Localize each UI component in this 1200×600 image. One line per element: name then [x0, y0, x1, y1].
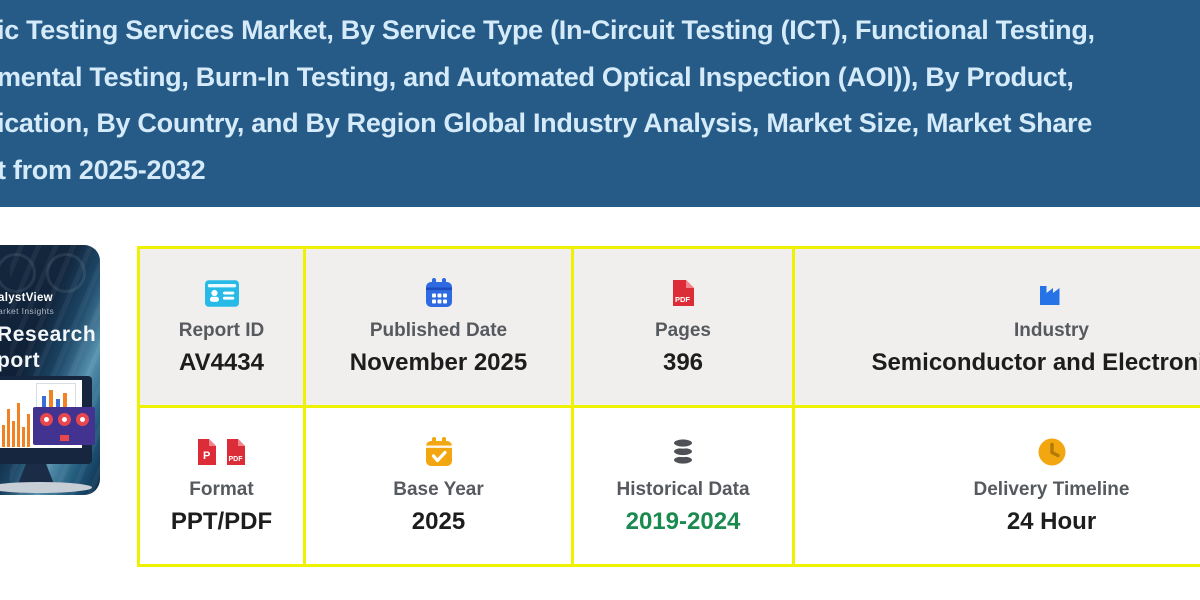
globe-outline-icon: [46, 253, 86, 293]
ppt-file-icon: P: [198, 439, 216, 465]
cover-brand-name: alystView: [0, 292, 53, 304]
detail-value: PPT/PDF: [170, 508, 273, 535]
detail-label: Published Date: [369, 320, 508, 341]
report-title-line-2: mental Testing, Burn-In Testing, and Aut…: [0, 61, 1074, 92]
monitor-base: [0, 482, 92, 493]
detail-label: Delivery Timeline: [973, 479, 1130, 500]
detail-value: Semiconductor and Electronics: [871, 349, 1200, 376]
detail-label: Base Year: [393, 479, 484, 500]
detail-value: 396: [662, 349, 704, 376]
detail-cell-published-date: Published Date November 2025: [306, 249, 571, 405]
detail-label: Format: [189, 479, 254, 500]
detail-value: 2025: [411, 508, 466, 535]
donut-chart-icon: [75, 413, 89, 426]
detail-label: Industry: [1014, 320, 1089, 341]
detail-cell-pages: PDF Pages 396: [574, 249, 792, 405]
report-title-line-3: ication, By Country, and By Region Globa…: [0, 108, 1092, 138]
detail-cell-delivery-timeline: Delivery Timeline 24 Hour: [795, 408, 1200, 564]
cover-bar-chart: [0, 403, 32, 447]
cover-title-line-1: Research: [0, 323, 97, 346]
report-title-line-1: ic Testing Services Market, By Service T…: [0, 15, 1095, 45]
detail-value: 2019-2024: [625, 508, 741, 535]
detail-cell-historical-data: Historical Data 2019-2024: [574, 408, 792, 564]
donut-chart-icon: [39, 413, 53, 426]
factory-icon: [1037, 277, 1067, 309]
globe-outline-icon: [0, 253, 36, 293]
detail-cell-report-id: Report ID AV4434: [140, 249, 303, 405]
calendar-icon: [424, 277, 454, 309]
cover-title-line-2: port: [0, 349, 41, 372]
report-cover-thumbnail: alystView arket Insights Research port: [0, 245, 100, 495]
svg-text:PDF: PDF: [675, 295, 690, 304]
detail-label: Historical Data: [616, 479, 750, 500]
legend-chip: [60, 435, 69, 441]
monitor-stand: [18, 464, 54, 484]
id-card-icon: [204, 277, 239, 309]
report-title-line-4: t from 2025-2032: [0, 154, 206, 185]
detail-label: Report ID: [178, 320, 265, 341]
detail-value: AV4434: [179, 349, 264, 376]
calendar-check-icon: [424, 436, 454, 468]
cover-brand-tagline: arket Insights: [0, 306, 55, 316]
pdf-file-icon: PDF: [227, 439, 245, 465]
detail-label: Pages: [655, 320, 711, 341]
clock-icon: [1037, 436, 1067, 468]
svg-text:PDF: PDF: [229, 456, 244, 463]
donut-chart-icon: [57, 413, 71, 426]
detail-cell-format: P PDF Format PPT/PDF: [140, 408, 303, 564]
report-details-grid: Report ID AV4434 Published Date November…: [137, 246, 1200, 567]
detail-value: 24 Hour: [1006, 508, 1097, 535]
detail-value: November 2025: [349, 349, 528, 376]
svg-text:P: P: [203, 450, 210, 462]
database-icon: [669, 436, 697, 468]
detail-cell-base-year: Base Year 2025: [306, 408, 571, 564]
cover-donut-panel: [33, 407, 95, 445]
pdf-file-icon: PDF: [671, 277, 696, 309]
detail-cell-industry: Industry Semiconductor and Electronics: [795, 249, 1200, 405]
report-title-banner: ic Testing Services Market, By Service T…: [0, 0, 1200, 207]
ppt-pdf-file-icons: P PDF: [196, 436, 247, 468]
